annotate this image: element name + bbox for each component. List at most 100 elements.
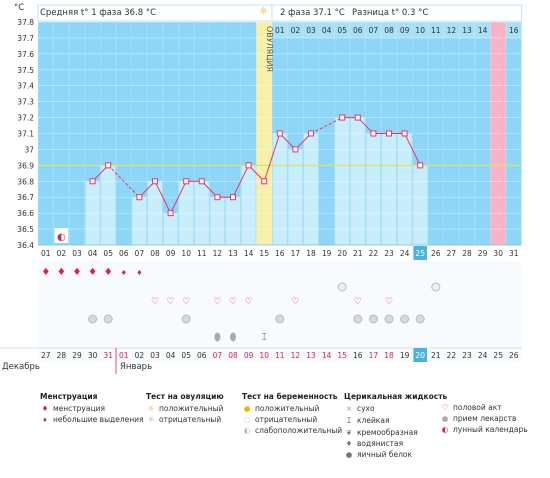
date-label: 29 [72, 351, 82, 360]
heart-icon: ♡ [291, 297, 299, 307]
cycle-day-label: 28 [462, 249, 472, 258]
date-label: 11 [275, 351, 285, 360]
legend-item: прием лекарств [453, 414, 517, 423]
top-day-label: 04 [322, 26, 332, 35]
watery-icon: ♦ [345, 439, 353, 448]
temperature-bar [241, 165, 257, 246]
date-label: 04 [166, 351, 176, 360]
legend-item: положительный [159, 404, 224, 413]
temperature-line [170, 181, 187, 214]
temperature-point [230, 194, 236, 201]
temperature-point [214, 194, 221, 201]
cycle-day-label: 11 [197, 249, 207, 258]
date-label: 25 [493, 351, 503, 360]
date-label: 22 [447, 351, 457, 360]
cycle-day-label: 08 [150, 249, 160, 258]
heart-icon: ♡ [354, 297, 362, 307]
date-label: 30 [88, 351, 98, 360]
legend-item: отрицательный [159, 415, 222, 424]
date-label: 24 [478, 351, 488, 360]
top-day-label: 06 [353, 26, 363, 35]
cycle-day-label: 02 [57, 249, 67, 258]
pill-icon: ● [441, 414, 449, 423]
cycle-day-label: 01 [41, 249, 51, 258]
sun-icon: ☼ [259, 6, 268, 17]
legend-pregnancy-test-title: Тест на беременность [242, 392, 338, 401]
top-day-label: 16 [509, 26, 519, 35]
heart-icon: ♡ [167, 297, 175, 307]
pill-icon [368, 314, 378, 324]
egg-white-icon: ● [345, 450, 353, 459]
cycle-day-label: 29 [478, 249, 488, 258]
top-day-label: 05 [337, 26, 347, 35]
cycle-day-label: 25 [415, 249, 425, 258]
drop-icon: ♦ [41, 404, 49, 413]
drop-icon: ♦ [121, 269, 127, 277]
date-label: 10 [259, 351, 269, 360]
heart-icon: ♡ [213, 297, 221, 307]
egg-icon: ◐ [243, 426, 251, 435]
temperature-point [292, 146, 299, 153]
date-label: 16 [353, 351, 363, 360]
date-label: 18 [384, 351, 394, 360]
temperature-point [261, 178, 268, 185]
cycle-day-label: 03 [72, 249, 82, 258]
date-label: 17 [369, 351, 379, 360]
legend-item: водянистая [357, 439, 404, 448]
y-tick-label: 37.7 [17, 34, 34, 43]
pill-icon [353, 314, 363, 324]
legend-item: яичный белок [357, 450, 413, 459]
egg-icon [230, 332, 236, 342]
date-label: 28 [57, 351, 67, 360]
legend-item: слабоположительный [255, 426, 343, 435]
temperature-bar [100, 165, 116, 246]
legend-item: менструация [53, 404, 105, 413]
legend-item: положительный [255, 404, 320, 413]
top-day-label: 10 [415, 26, 425, 35]
temperature-point [167, 210, 174, 217]
drop-icon: ♦ [136, 269, 142, 277]
cycle-day-label: 13 [228, 249, 238, 258]
y-tick-label: 36.6 [17, 209, 34, 218]
temperature-line [107, 165, 140, 198]
phase1-average: Средняя t° 1 фаза 36.8 °C [40, 8, 157, 18]
cycle-day-label: 19 [322, 249, 332, 258]
heart-icon: ♡ [441, 403, 449, 412]
top-day-label: 09 [400, 26, 410, 35]
cycle-day-label: 27 [447, 249, 457, 258]
cycle-day-label: 12 [213, 249, 223, 258]
temperature-bar [365, 133, 381, 246]
legend-item: клейкая [357, 416, 390, 425]
date-label: 26 [509, 351, 519, 360]
cross-icon: × [345, 404, 353, 413]
date-label: 12 [291, 351, 301, 360]
heart-icon: ♡ [229, 297, 237, 307]
creamy-icon: ❦ [345, 428, 353, 437]
date-label: 03 [150, 351, 160, 360]
cervical-icon: Ｉ [260, 333, 269, 343]
temperature-point [198, 178, 205, 185]
temperature-line [232, 165, 250, 198]
egg-icon [214, 332, 221, 342]
temperature-difference: Разница t° 0.3 °C [352, 8, 429, 18]
temperature-point [276, 130, 283, 137]
bbt-chart: 01 02 03 04 05 06 07 08 09 10 11 12 13 14 15 16 ОВУЛЯЦИЯ… [0, 4, 523, 374]
unit-label: °C [14, 3, 25, 13]
drop-icon: ♦ [88, 267, 97, 278]
date-label: 07 [213, 351, 223, 360]
cycle-day-label: 18 [306, 249, 316, 258]
temperature-line [310, 117, 343, 134]
date-label: 19 [400, 351, 410, 360]
drop-icon: ♦ [104, 267, 113, 278]
temperature-bar [225, 196, 241, 246]
temperature-point [308, 130, 314, 137]
date-label: 31 [103, 351, 113, 360]
temperature-bar [381, 133, 397, 246]
date-label: 08 [228, 351, 238, 360]
symbols-area [38, 261, 522, 361]
temperature-point [386, 130, 392, 137]
drop-icon: ♦ [42, 417, 48, 424]
top-day-strip [272, 22, 522, 38]
date-label: 27 [41, 351, 51, 360]
cycle-day-label: 20 [337, 249, 347, 258]
